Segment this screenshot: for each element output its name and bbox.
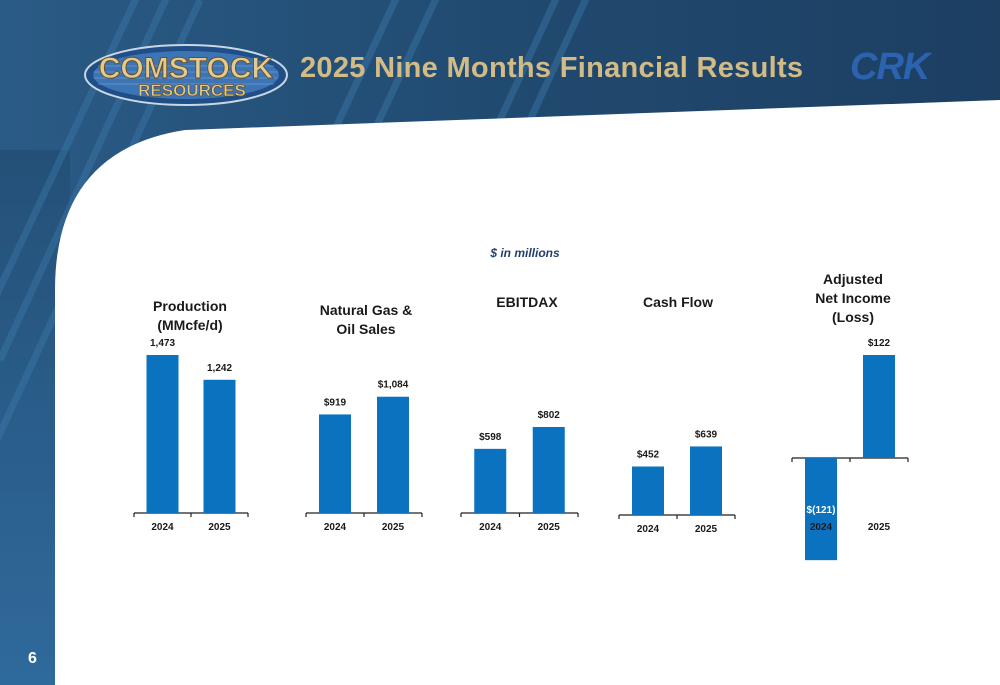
data-label: $1,084 [378,380,409,391]
chart-title-sales: Natural Gas & Oil Sales [319,302,413,337]
data-label: $639 [695,429,718,440]
bar [377,396,409,513]
x-tick-label: 2025 [538,522,561,533]
comstock-logo: COMSTOCK RESOURCES [84,44,288,106]
x-tick-label: 2024 [810,522,833,533]
bar [863,355,895,458]
page-title: 2025 Nine Months Financial Results [300,52,804,84]
chart-title-production: Production (MMcfe/d) [153,298,227,333]
x-tick-label: 2024 [324,522,347,533]
data-label: $598 [479,432,502,443]
bar [690,446,722,515]
data-label: 1,242 [207,363,232,374]
bar [319,414,351,513]
bar [632,466,664,515]
chart-title-cash-flow: Cash Flow [642,294,713,310]
x-tick-label: 2025 [208,522,231,533]
x-tick-label: 2025 [868,522,891,533]
data-label: $(121) [807,505,836,516]
svg-text:RESOURCES: RESOURCES [138,81,246,100]
data-label: 1,473 [150,338,175,349]
data-label: $919 [324,397,347,408]
x-tick-label: 2024 [151,522,174,533]
chart-title-ebitdax: EBITDAX [496,294,558,310]
chart-title-net-income: Adjusted Net Income (Loss) [815,271,891,325]
page-number: 6 [28,650,37,667]
x-tick-label: 2025 [382,522,405,533]
bar [805,458,837,561]
bar [474,448,507,513]
svg-text:COMSTOCK: COMSTOCK [99,52,274,85]
data-label: $802 [538,410,561,421]
data-label: $122 [868,338,891,349]
x-tick-label: 2024 [637,524,660,535]
units-note: $ in millions [490,246,560,260]
bar [203,379,236,513]
bar [146,355,179,513]
bar [532,426,565,513]
x-tick-label: 2024 [479,522,502,533]
ticker-logo: CRK [850,46,930,88]
data-label: $452 [637,450,660,461]
x-tick-label: 2025 [695,524,718,535]
